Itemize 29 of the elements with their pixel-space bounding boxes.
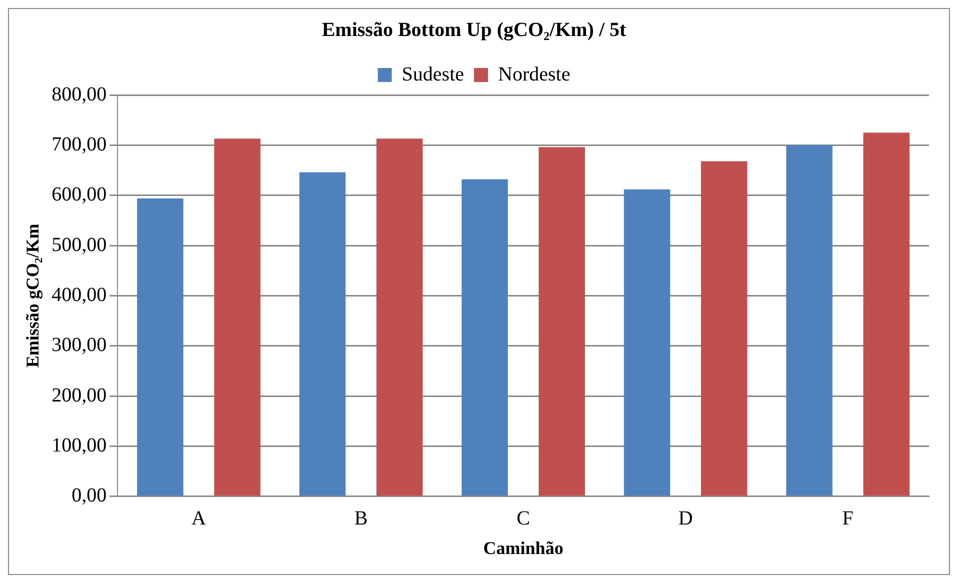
y-tick-label: 0,00 bbox=[72, 484, 107, 507]
y-tick-label: 200,00 bbox=[52, 384, 107, 406]
chart-title: Emissão Bottom Up (gCO₂/Km) / 5t bbox=[322, 19, 626, 42]
x-tick-label: A bbox=[192, 508, 207, 530]
x-tick-label: C bbox=[516, 508, 530, 530]
bar bbox=[863, 132, 910, 496]
y-tick-label: 400,00 bbox=[52, 284, 107, 306]
bar bbox=[376, 138, 423, 496]
x-tick-label: D bbox=[678, 508, 693, 530]
legend-label: Sudeste bbox=[402, 63, 464, 86]
bar bbox=[299, 172, 346, 496]
bar bbox=[137, 198, 184, 496]
y-tick-label: 100,00 bbox=[52, 434, 107, 456]
y-tick-label: 800,00 bbox=[52, 83, 107, 106]
legend-label: Nordeste bbox=[498, 63, 570, 86]
bar bbox=[786, 145, 832, 496]
y-tick-label: 700,00 bbox=[52, 133, 107, 156]
y-tick-label: 500,00 bbox=[52, 234, 107, 256]
y-axis-title: Emissão gCO₂/Km bbox=[22, 224, 42, 368]
x-tick-label: B bbox=[354, 508, 368, 530]
bar bbox=[624, 189, 670, 496]
bar bbox=[538, 147, 585, 496]
x-axis-title: Caminhão bbox=[483, 538, 564, 558]
bar bbox=[462, 179, 508, 496]
bar bbox=[700, 161, 748, 496]
bar bbox=[214, 138, 260, 496]
y-tick-label: 300,00 bbox=[52, 334, 107, 356]
y-tick-label: 600,00 bbox=[52, 184, 107, 206]
x-tick-label: F bbox=[842, 508, 854, 530]
